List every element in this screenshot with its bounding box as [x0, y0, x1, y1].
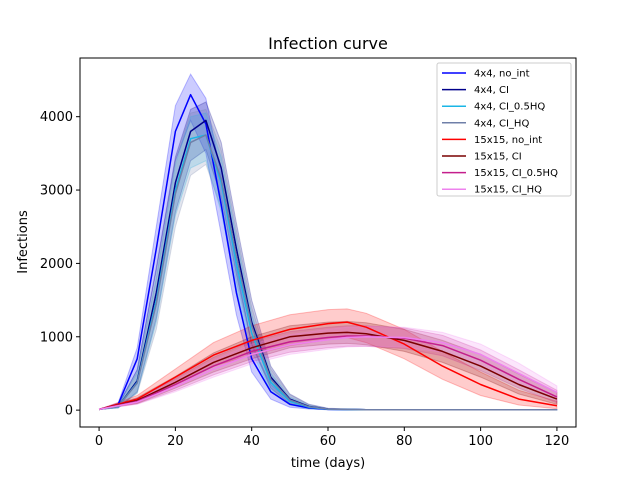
legend-label-15x15-ci-0-5hq: 15x15, CI_0.5HQ [474, 168, 558, 179]
x-axis-label: time (days) [291, 456, 365, 471]
series-lines [98, 93, 558, 411]
legend: 4x4, no_int 4x4, CI 4x4, CI_0.5HQ 4x4, CI_H… [436, 62, 572, 197]
x-axis-ticks: 0 20 40 60 80 100 120 [95, 427, 569, 449]
x-tick-label: 20 [167, 434, 184, 449]
legend-label-4x4-ci: 4x4, CI [474, 85, 509, 96]
legend-label-4x4-ci-0-5hq: 4x4, CI_0.5HQ [474, 102, 545, 113]
x-tick-label: 0 [95, 434, 103, 449]
line-15x15-ci-hq [98, 336, 558, 411]
line-15x15-no-int [98, 321, 558, 411]
legend-label-15x15-ci: 15x15, CI [474, 152, 522, 163]
x-tick-label: 100 [468, 434, 493, 449]
y-tick-label: 1000 [40, 330, 73, 345]
legend-box [436, 62, 572, 197]
x-tick-label: 60 [320, 434, 337, 449]
x-tick-label: 40 [243, 434, 260, 449]
y-axis-label: Infections [16, 210, 31, 274]
y-tick-label: 0 [65, 404, 73, 419]
x-tick-label: 80 [396, 434, 413, 449]
chart-title: Infection curve [268, 34, 388, 53]
legend-label-15x15-no-int: 15x15, no_int [474, 135, 542, 146]
x-tick-label: 120 [545, 434, 570, 449]
line-15x15-ci-0-5hq [98, 335, 558, 411]
y-tick-label: 2000 [40, 257, 73, 272]
legend-label-4x4-no-int: 4x4, no_int [474, 69, 530, 80]
y-tick-label: 3000 [40, 184, 73, 199]
y-tick-label: 4000 [40, 110, 73, 125]
line-4x4-ci-hq [98, 134, 557, 411]
legend-label-4x4-ci-hq: 4x4, CI_HQ [474, 118, 529, 129]
y-axis-ticks: 0 1000 2000 3000 4000 [40, 110, 80, 419]
line-15x15-ci [98, 331, 558, 411]
legend-label-15x15-ci-hq: 15x15, CI_HQ [474, 185, 542, 196]
band-15x15-ci-hq [98, 325, 558, 410]
